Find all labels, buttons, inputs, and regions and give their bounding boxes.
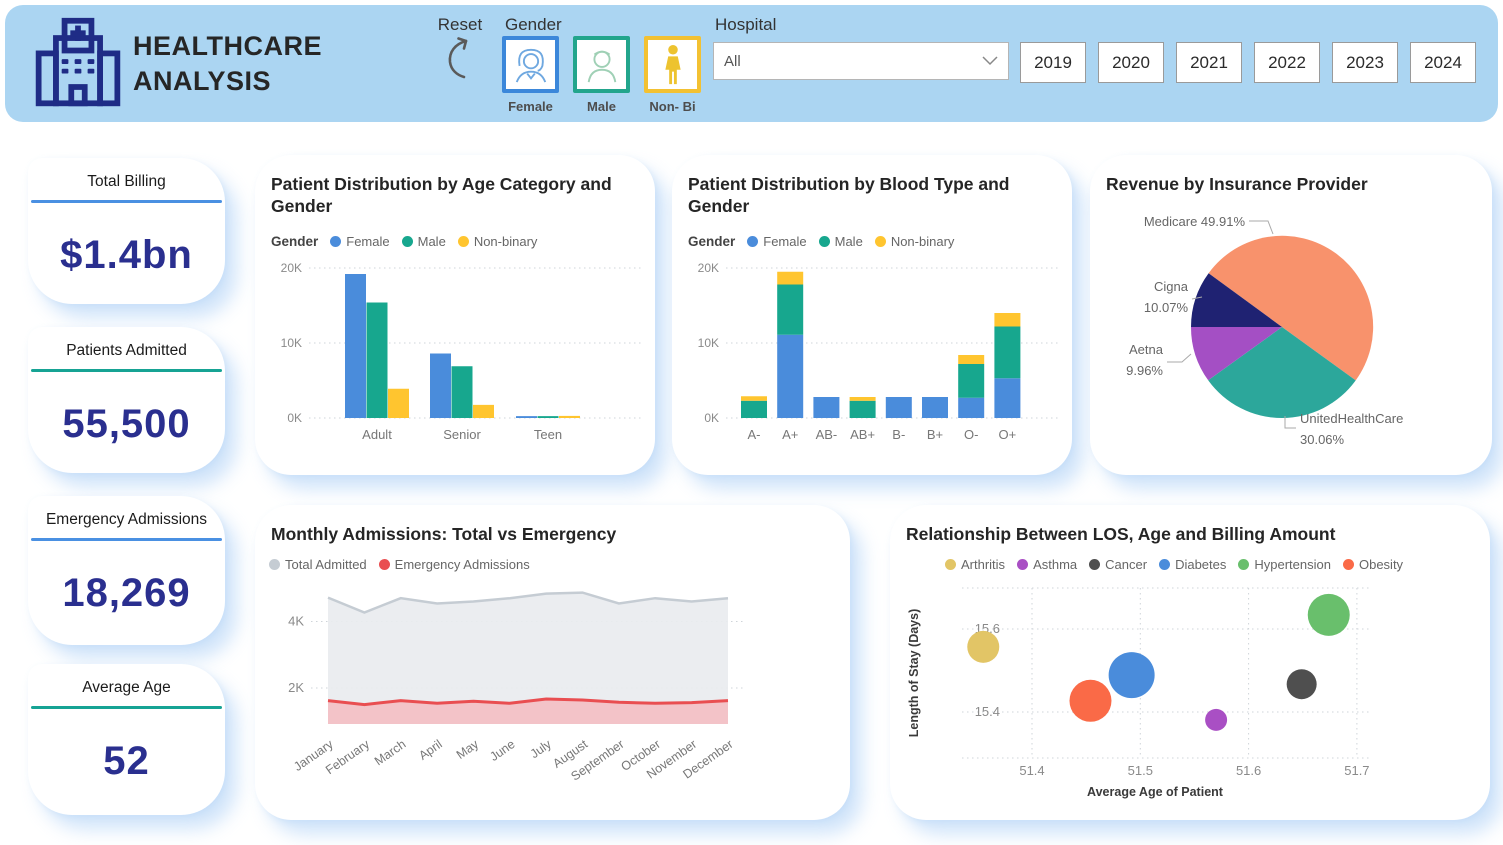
hospital-select-value: All (724, 53, 741, 70)
kpi-card-patients-admitted: Patients Admitted 55,500 (28, 327, 225, 473)
reset-label: Reset (430, 15, 490, 35)
gender-button-label: Female (502, 99, 559, 114)
year-button-2024[interactable]: 2024 (1410, 42, 1476, 83)
svg-text:O-: O- (964, 427, 978, 442)
svg-text:Length of Stay (Days): Length of Stay (Days) (907, 609, 921, 738)
svg-text:O+: O+ (999, 427, 1017, 442)
chevron-down-icon (982, 56, 998, 66)
kpi-value: 52 (28, 739, 225, 784)
kpi-card-average-age: Average Age 52 (28, 664, 225, 815)
svg-text:10K: 10K (281, 336, 302, 350)
kpi-value: 55,500 (28, 402, 225, 447)
chart-card-los-scatter: Relationship Between LOS, Age and Billin… (890, 505, 1490, 820)
undo-arrow-icon (439, 35, 481, 83)
svg-text:Cigna: Cigna (1154, 279, 1189, 294)
svg-text:10K: 10K (698, 336, 719, 350)
monthly-admissions-area-chart[interactable]: 2K4KJanuaryFebruaryMarchAprilMayJuneJuly… (255, 505, 850, 820)
svg-text:9.96%: 9.96% (1126, 363, 1163, 378)
svg-text:B-: B- (892, 427, 905, 442)
svg-text:51.6: 51.6 (1236, 763, 1261, 778)
kpi-card-total-billing: Total Billing $1.4bn (28, 158, 225, 304)
gender-filter: Female Male Non- Bi (502, 36, 701, 114)
gender-button[interactable] (502, 36, 559, 93)
svg-text:Average Age of Patient: Average Age of Patient (1087, 785, 1224, 799)
svg-text:A+: A+ (782, 427, 798, 442)
gender-button-label: Male (573, 99, 630, 114)
reset-button[interactable]: Reset (430, 15, 490, 88)
svg-text:Adult: Adult (362, 427, 392, 442)
hospital-select[interactable]: All (713, 42, 1009, 80)
svg-text:May: May (454, 737, 482, 762)
svg-text:B+: B+ (927, 427, 943, 442)
svg-text:AB-: AB- (816, 427, 838, 442)
gender-button[interactable] (644, 36, 701, 93)
year-button-2022[interactable]: 2022 (1254, 42, 1320, 83)
svg-text:AB+: AB+ (850, 427, 875, 442)
svg-text:Senior: Senior (443, 427, 481, 442)
year-button-2019[interactable]: 2019 (1020, 42, 1086, 83)
chart-card-insurance-revenue: Revenue by Insurance Provider Medicare 4… (1090, 155, 1492, 475)
dashboard: HEALTHCARE ANALYSIS Reset Gender Female … (0, 0, 1503, 845)
blood-gender-bar-chart[interactable]: 0K 10K 20K A- A+ AB- AB+ B- B+ O- O+ (672, 155, 1072, 475)
svg-text:Teen: Teen (534, 427, 562, 442)
kpi-card-emergency-admissions: Emergency Admissions 18,269 (28, 496, 225, 645)
svg-text:30.06%: 30.06% (1300, 432, 1345, 447)
svg-text:20K: 20K (281, 261, 302, 275)
gender-button-label: Non- Bi (644, 99, 701, 114)
los-scatter-chart[interactable]: 15.615.451.451.551.651.7Average Age of P… (890, 505, 1490, 820)
svg-text:0K: 0K (704, 411, 719, 425)
gender-button[interactable] (573, 36, 630, 93)
kpi-accent-bar (31, 369, 222, 372)
svg-text:April: April (416, 737, 445, 763)
age-gender-bar-chart[interactable]: 0K 10K 20K Adult Senior Teen (255, 155, 655, 475)
kpi-value: 18,269 (28, 571, 225, 616)
hospital-filter-label: Hospital (715, 15, 776, 35)
svg-text:10.07%: 10.07% (1144, 300, 1189, 315)
svg-text:2K: 2K (288, 680, 304, 695)
svg-text:51.5: 51.5 (1128, 763, 1153, 778)
chart-card-blood-gender: Patient Distribution by Blood Type and G… (672, 155, 1072, 475)
year-button-2020[interactable]: 2020 (1098, 42, 1164, 83)
female-icon (512, 45, 550, 85)
nonbinary-icon (662, 44, 684, 86)
gender-option-male: Male (573, 36, 630, 114)
svg-text:UnitedHealthCare: UnitedHealthCare (1300, 411, 1403, 426)
kpi-label: Total Billing (28, 173, 225, 191)
hospital-logo-icon (30, 15, 126, 111)
svg-text:4K: 4K (288, 614, 304, 629)
chart-card-age-gender: Patient Distribution by Age Category and… (255, 155, 655, 475)
svg-text:15.4: 15.4 (975, 704, 1000, 719)
chart-card-monthly-admissions: Monthly Admissions: Total vs Emergency T… (255, 505, 850, 820)
svg-text:Medicare 49.91%: Medicare 49.91% (1144, 214, 1246, 229)
svg-text:Aetna: Aetna (1129, 342, 1164, 357)
svg-text:20K: 20K (698, 261, 719, 275)
kpi-value: $1.4bn (28, 233, 225, 278)
page-title: HEALTHCARE ANALYSIS (133, 29, 322, 98)
year-button-2023[interactable]: 2023 (1332, 42, 1398, 83)
svg-text:51.4: 51.4 (1019, 763, 1044, 778)
gender-option-female: Female (502, 36, 559, 114)
svg-text:51.7: 51.7 (1344, 763, 1369, 778)
kpi-label: Emergency Admissions (28, 511, 225, 529)
year-button-2021[interactable]: 2021 (1176, 42, 1242, 83)
svg-text:March: March (372, 737, 409, 768)
gender-filter-label: Gender (505, 15, 562, 35)
kpi-label: Average Age (28, 679, 225, 697)
svg-text:0K: 0K (287, 411, 302, 425)
header: HEALTHCARE ANALYSIS Reset Gender Female … (5, 5, 1498, 122)
kpi-accent-bar (31, 538, 222, 541)
kpi-accent-bar (31, 200, 222, 203)
gender-option-non-bi: Non- Bi (644, 36, 701, 114)
kpi-label: Patients Admitted (28, 342, 225, 360)
insurance-pie-chart[interactable]: Medicare 49.91% UnitedHealthCare 30.06% Aet… (1090, 155, 1492, 475)
svg-text:June: June (487, 737, 517, 764)
kpi-accent-bar (31, 706, 222, 709)
male-icon (583, 45, 621, 85)
svg-text:A-: A- (748, 427, 761, 442)
svg-text:July: July (528, 737, 555, 762)
